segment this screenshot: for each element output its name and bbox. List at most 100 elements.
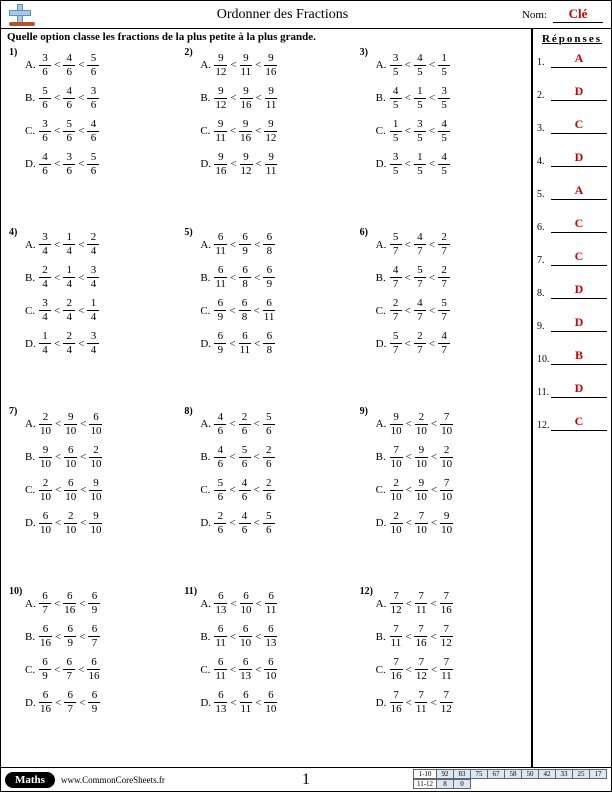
fraction: 46 bbox=[63, 86, 75, 111]
fraction: 14 bbox=[39, 331, 51, 356]
fraction: 45 bbox=[414, 53, 426, 78]
option-label: B. bbox=[376, 272, 390, 284]
fraction: 14 bbox=[63, 232, 75, 257]
option-label: A. bbox=[200, 598, 214, 610]
option-label: B. bbox=[200, 272, 214, 284]
problem-number: 5) bbox=[184, 227, 200, 238]
answer-row: 4.D bbox=[537, 150, 607, 167]
less-than-icon: < bbox=[55, 451, 61, 463]
option-row: C.34<24<14 bbox=[25, 296, 99, 326]
answer-value: C bbox=[551, 249, 607, 266]
score-label: 1-10 bbox=[413, 769, 437, 779]
fraction: 910 bbox=[89, 478, 102, 503]
less-than-icon: < bbox=[78, 125, 84, 137]
fraction: 36 bbox=[39, 53, 51, 78]
fraction: 613 bbox=[214, 591, 227, 616]
fraction: 56 bbox=[214, 478, 226, 503]
less-than-icon: < bbox=[429, 338, 435, 350]
option-label: C. bbox=[25, 664, 39, 676]
answer-row: 1.A bbox=[537, 51, 607, 68]
problem-number: 8) bbox=[184, 406, 200, 417]
score-cell: 67 bbox=[487, 769, 505, 779]
fraction: 911 bbox=[214, 119, 227, 144]
fraction: 35 bbox=[414, 119, 426, 144]
less-than-icon: < bbox=[54, 239, 60, 251]
less-than-icon: < bbox=[80, 517, 86, 529]
fraction: 610 bbox=[264, 690, 277, 715]
score-cell: 0 bbox=[453, 779, 471, 789]
less-than-icon: < bbox=[406, 664, 412, 676]
fraction: 57 bbox=[438, 298, 450, 323]
answer-number: 12. bbox=[537, 420, 551, 431]
option-row: C.611<613<610 bbox=[200, 655, 277, 685]
fraction: 610 bbox=[240, 591, 253, 616]
answer-number: 1. bbox=[537, 57, 551, 68]
fraction: 68 bbox=[263, 331, 275, 356]
fraction: 616 bbox=[39, 624, 52, 649]
less-than-icon: < bbox=[431, 517, 437, 529]
answer-row: 9.D bbox=[537, 315, 607, 332]
problem: 11)A.613<610<611B.611<610<613C.611<613<6… bbox=[182, 584, 349, 764]
score-cell: 92 bbox=[436, 769, 454, 779]
less-than-icon: < bbox=[254, 517, 260, 529]
option-label: D. bbox=[25, 338, 39, 350]
fraction: 15 bbox=[414, 86, 426, 111]
option-label: A. bbox=[200, 239, 214, 251]
option-label: C. bbox=[200, 664, 214, 676]
fraction: 710 bbox=[440, 478, 453, 503]
less-than-icon: < bbox=[54, 158, 60, 170]
less-than-icon: < bbox=[256, 92, 262, 104]
option-row: D.616<67<69 bbox=[25, 688, 100, 718]
option-row: D.26<46<56 bbox=[200, 508, 274, 538]
answer-number: 4. bbox=[537, 156, 551, 167]
less-than-icon: < bbox=[254, 272, 260, 284]
option-label: D. bbox=[376, 338, 390, 350]
fraction: 56 bbox=[239, 445, 251, 470]
fraction: 610 bbox=[64, 445, 77, 470]
option-row: A.210<910<610 bbox=[25, 409, 102, 439]
less-than-icon: < bbox=[405, 92, 411, 104]
fraction: 67 bbox=[88, 624, 100, 649]
problem-number: 4) bbox=[9, 227, 25, 238]
fraction: 912 bbox=[264, 119, 277, 144]
fraction: 616 bbox=[87, 657, 100, 682]
answer-value: A bbox=[551, 51, 607, 68]
answer-value: B bbox=[551, 348, 607, 365]
options: A.34<14<24B.24<14<34C.34<24<14D.14<24<34 bbox=[25, 227, 99, 362]
option-row: D.14<24<34 bbox=[25, 329, 99, 359]
less-than-icon: < bbox=[54, 125, 60, 137]
less-than-icon: < bbox=[55, 631, 61, 643]
fraction: 716 bbox=[440, 591, 453, 616]
fraction: 912 bbox=[214, 86, 227, 111]
option-label: D. bbox=[200, 338, 214, 350]
answer-number: 6. bbox=[537, 222, 551, 233]
score-cell: 25 bbox=[572, 769, 590, 779]
problem: 7)A.210<910<610B.910<610<210C.210<610<91… bbox=[7, 404, 174, 584]
option-row: B.24<14<34 bbox=[25, 263, 99, 293]
option-label: C. bbox=[200, 125, 214, 137]
fraction: 57 bbox=[390, 232, 402, 257]
option-label: A. bbox=[376, 598, 390, 610]
subject-badge: Maths bbox=[5, 772, 55, 788]
option-row: B.711<716<712 bbox=[376, 622, 453, 652]
fraction: 69 bbox=[88, 591, 100, 616]
options: A.910<210<710B.710<910<210C.210<910<710D… bbox=[376, 406, 453, 541]
option-label: B. bbox=[25, 451, 39, 463]
fraction: 27 bbox=[414, 331, 426, 356]
answer-value: C bbox=[551, 117, 607, 134]
fraction: 69 bbox=[64, 624, 76, 649]
instruction: Quelle option classe les fractions de la… bbox=[7, 31, 525, 43]
fraction: 45 bbox=[438, 152, 450, 177]
fraction: 56 bbox=[39, 86, 51, 111]
answer-value: D bbox=[551, 84, 607, 101]
problem-number: 6) bbox=[360, 227, 376, 238]
problem-number: 1) bbox=[9, 47, 25, 58]
fraction: 47 bbox=[414, 298, 426, 323]
score-row: 11-1280 bbox=[414, 779, 607, 789]
fraction: 24 bbox=[63, 331, 75, 356]
fraction: 27 bbox=[438, 265, 450, 290]
options: A.36<46<56B.56<46<36C.36<56<46D.46<36<56 bbox=[25, 47, 99, 182]
less-than-icon: < bbox=[406, 517, 412, 529]
option-row: D.716<711<712 bbox=[376, 688, 453, 718]
less-than-icon: < bbox=[54, 338, 60, 350]
